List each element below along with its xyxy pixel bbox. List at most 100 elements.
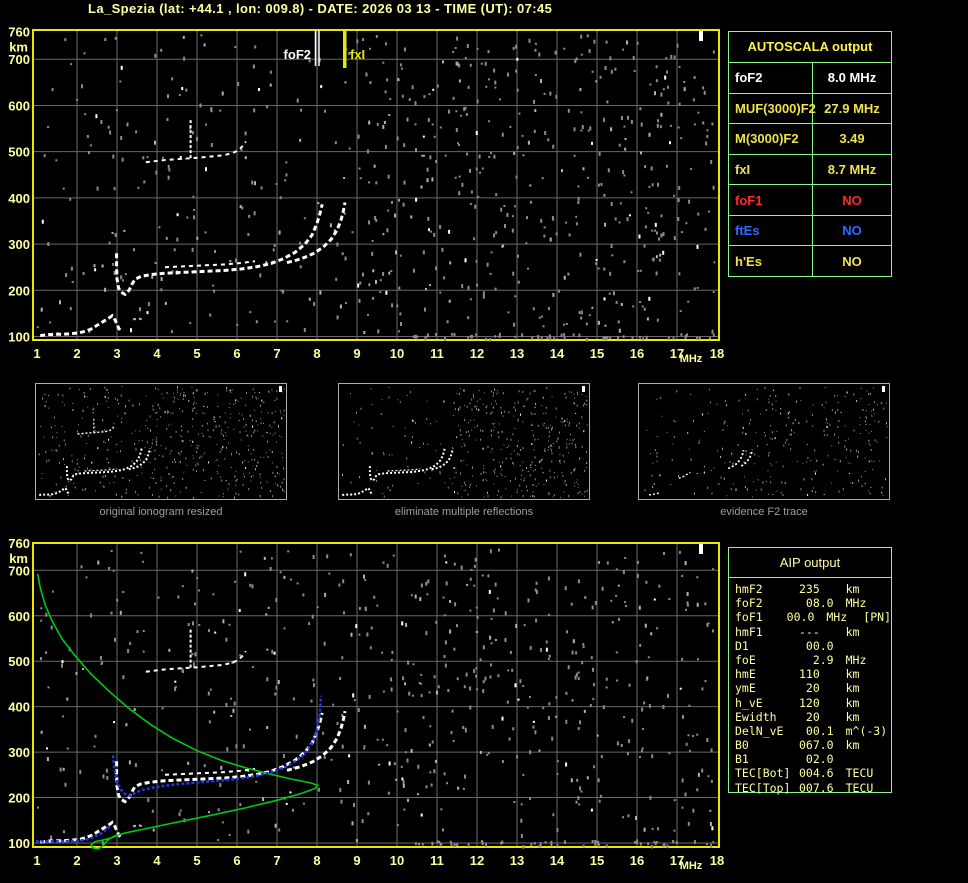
autoscala-row: foF1 NO <box>729 185 891 216</box>
aip-cell <box>889 596 891 610</box>
svg-text:300: 300 <box>8 745 30 760</box>
aip-cell: 067.0 <box>798 738 834 753</box>
svg-text:200: 200 <box>8 283 30 298</box>
aip-cell <box>889 710 891 724</box>
aip-cell: DelN_vE <box>735 723 784 738</box>
aip-row: B1 02.0 <box>735 752 891 766</box>
thumbnail-f2-caption: evidence F2 trace <box>720 506 808 518</box>
aip-cell: Ewidth <box>735 709 777 724</box>
autoscala-row: M(3000)F2 3.49 <box>729 124 891 155</box>
svg-text:14: 14 <box>550 346 565 361</box>
plot-border <box>32 542 720 848</box>
svg-text:600: 600 <box>8 98 30 113</box>
mini-trace <box>128 447 151 471</box>
mini-trace <box>77 426 115 435</box>
scaled-frequency-markers: foF2 fxI <box>284 30 365 68</box>
mini-trace <box>648 492 661 496</box>
thumbnail-filtered-canvas <box>342 386 588 499</box>
aip-cell <box>889 738 891 752</box>
svg-text:1: 1 <box>33 346 40 361</box>
aip-cell: km <box>845 624 860 639</box>
aip-cell: 02.0 <box>805 752 834 767</box>
svg-text:10: 10 <box>390 853 404 868</box>
autoscala-row: fxI 8.7 MHz <box>729 154 891 186</box>
aip-row: foF1 00.0 MHz [PN] <box>735 610 891 624</box>
f-region-x-trace <box>286 202 347 265</box>
parameter-value: 8.0 MHz <box>827 70 877 86</box>
thumbnail-f2-trace <box>638 383 890 500</box>
svg-text:200: 200 <box>8 791 30 806</box>
mini-trace <box>84 468 118 472</box>
f-region-o-trace <box>115 203 324 297</box>
f-region-o-trace <box>115 712 324 804</box>
svg-text:400: 400 <box>8 700 30 715</box>
svg-text:100: 100 <box>8 330 30 345</box>
parameter-value: NO <box>842 223 862 239</box>
aip-cell <box>889 696 891 710</box>
mini-trace <box>387 468 421 472</box>
e-region-trace <box>40 313 123 338</box>
svg-text:16: 16 <box>630 853 644 868</box>
svg-text:4: 4 <box>153 853 161 868</box>
corner-mark <box>699 544 703 554</box>
svg-text:3: 3 <box>113 853 120 868</box>
svg-text:6: 6 <box>233 853 240 868</box>
aip-row: B0 067.0 km <box>735 738 891 752</box>
fxI-marker-line <box>343 30 347 68</box>
svg-text:17: 17 <box>670 346 684 361</box>
aip-row: TEC[Top] 007.6 TECU <box>735 781 891 795</box>
svg-text:15: 15 <box>590 346 604 361</box>
autoscala-table-header: AUTOSCALA output <box>729 32 891 63</box>
aip-cell <box>889 667 891 681</box>
svg-text:km: km <box>9 551 28 566</box>
svg-text:500: 500 <box>8 654 30 669</box>
aip-cell: 20 <box>805 681 834 696</box>
svg-text:13: 13 <box>510 346 524 361</box>
fxI-marker-label: fxI <box>350 47 365 62</box>
svg-text:5: 5 <box>193 853 200 868</box>
svg-text:12: 12 <box>470 853 484 868</box>
aip-cell: 235 <box>798 582 834 596</box>
aip-cell: 004.6 <box>798 766 834 781</box>
aip-cell <box>889 653 891 667</box>
parameter-label: ftEs <box>729 215 813 246</box>
autoscala-output-table: AUTOSCALA output foF2 8.0 MHz MUF(3000)F2 2… <box>728 31 892 277</box>
aip-cell: D1 <box>735 638 749 653</box>
svg-text:2: 2 <box>73 853 80 868</box>
mini-trace <box>342 486 373 496</box>
parameter-label: MUF(3000)F2 <box>729 93 816 124</box>
aip-cell: km <box>845 582 860 596</box>
electron-density-profile <box>37 573 320 850</box>
grid-lines <box>33 543 719 847</box>
aip-cell: 00.1 <box>805 723 834 738</box>
parameter-label: M(3000)F2 <box>729 124 813 154</box>
svg-text:760: 760 <box>8 536 30 551</box>
svg-text:13: 13 <box>510 853 524 868</box>
parameter-label: fxI <box>729 154 813 185</box>
aip-table-header: AIP output <box>729 548 891 578</box>
f-region-x-trace <box>286 710 347 772</box>
plot-border <box>32 29 720 341</box>
svg-text:8: 8 <box>313 346 320 361</box>
aip-cell: TEC[Bot] <box>735 766 791 781</box>
aip-cell: km <box>845 667 860 682</box>
aip-cell <box>889 766 891 780</box>
svg-text:km: km <box>9 40 28 55</box>
svg-text:MHz: MHz <box>680 860 703 872</box>
aip-cell: foF1 <box>735 610 763 625</box>
thumbnail-filtered-caption: eliminate multiple reflections <box>394 506 534 518</box>
svg-text:9: 9 <box>353 346 360 361</box>
svg-text:18: 18 <box>710 346 724 361</box>
es-fragment <box>132 317 144 321</box>
svg-text:11: 11 <box>430 853 444 868</box>
aip-output-table: AIP output hmF2 235 km foF2 08.0 MHz foF1 00.0… <box>728 547 892 795</box>
aip-cell: km <box>845 681 860 696</box>
aip-row: DelN_vE 00.1 m^(-3) <box>735 724 891 738</box>
svg-text:2: 2 <box>73 346 80 361</box>
svg-text:8: 8 <box>313 853 320 868</box>
thumbnail-original-caption: original ionogram resized <box>99 506 223 518</box>
aip-cell: hmF2 <box>735 582 763 596</box>
